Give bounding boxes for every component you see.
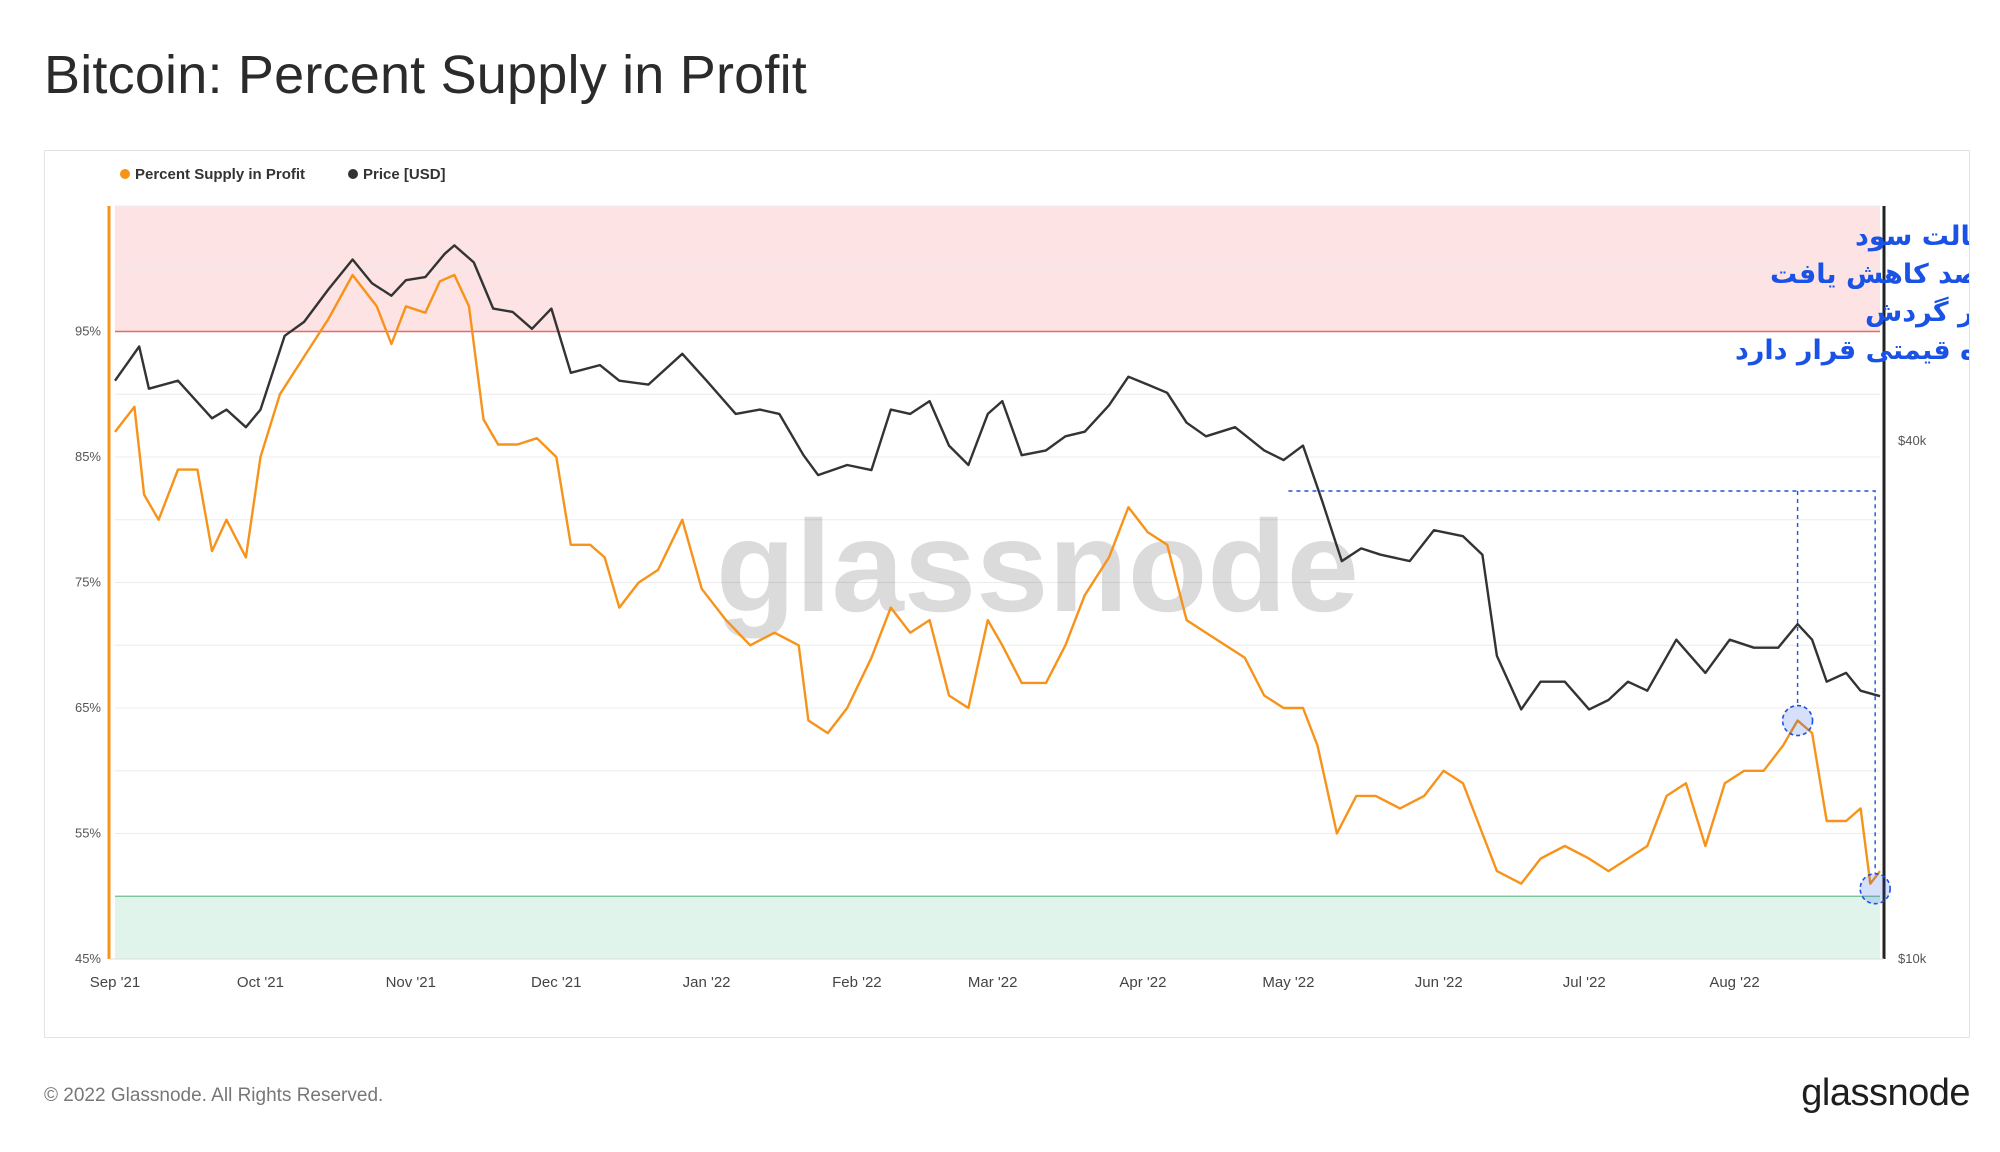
legend-dot-price — [348, 169, 358, 179]
x-tick-label: Sep '21 — [90, 974, 140, 991]
legend-dot-supply — [120, 169, 130, 179]
glassnode-logo: glassnode — [1801, 1072, 1970, 1114]
price-line — [114, 244, 1881, 711]
x-tick-label: Nov '21 — [386, 974, 436, 991]
highlight-circle-55 — [1859, 872, 1891, 905]
x-tick-label: Jan '22 — [683, 974, 731, 991]
y-right-tick-label: $10k — [1898, 951, 1927, 966]
x-tick-label: Oct '21 — [237, 974, 284, 991]
y-left-tick-label: 65% — [75, 700, 101, 715]
x-tick-label: Apr '22 — [1119, 974, 1166, 991]
y-left-tick-label: 75% — [75, 575, 101, 590]
chart: glassnode 95% 85% 75% 65% 55% 45% $40k $10k Sep '… — [75, 166, 1969, 991]
y-left-tick-label: 55% — [75, 826, 101, 841]
x-tick-label: Jun '22 — [1415, 974, 1463, 991]
annotation-line: در کاهش قیمتی اخیر درصد بیتکوین های در ح… — [1855, 221, 1969, 252]
legend-label-supply: Percent Supply in Profit — [135, 166, 305, 183]
x-tick-label: Mar '22 — [968, 974, 1018, 991]
supply-in-profit-line — [114, 273, 1881, 885]
x-tick-label: Aug '22 — [1709, 974, 1759, 991]
annotation-guide — [1288, 490, 1876, 873]
lower-band — [115, 896, 1880, 959]
page-title: Bitcoin: Percent Supply in Profit — [44, 45, 807, 105]
footer-copyright: © 2022 Glassnode. All Rights Reserved. — [44, 1085, 384, 1106]
annotation-line: در این محدوده قیمتی قرار دارد — [1735, 335, 1969, 366]
x-tick-label: Dec '21 — [531, 974, 581, 991]
annotation-line: از 65 درصد به 55 درصد کاهش یافت — [1770, 259, 1969, 290]
chart-panel: glassnode 95% 85% 75% 65% 55% 45% $40k $10k Sep '… — [44, 150, 1970, 1038]
y-left-tick-label: 45% — [75, 951, 101, 966]
watermark: glassnode — [716, 493, 1359, 639]
x-tick-label: May '22 — [1262, 974, 1314, 991]
y-left-tick-label: 95% — [75, 324, 101, 339]
legend-label-price: Price [USD] — [363, 166, 446, 183]
x-tick-label: Feb '22 — [832, 974, 882, 991]
x-tick-label: Jul '22 — [1563, 974, 1606, 991]
highlight-circle-65 — [1781, 704, 1814, 737]
annotation-line: 2.55 میلیون بیتکوین معادل 13.3 درصد موجو… — [1865, 296, 1969, 328]
y-right-tick-label: $40k — [1898, 433, 1927, 448]
y-left-tick-label: 85% — [75, 449, 101, 464]
